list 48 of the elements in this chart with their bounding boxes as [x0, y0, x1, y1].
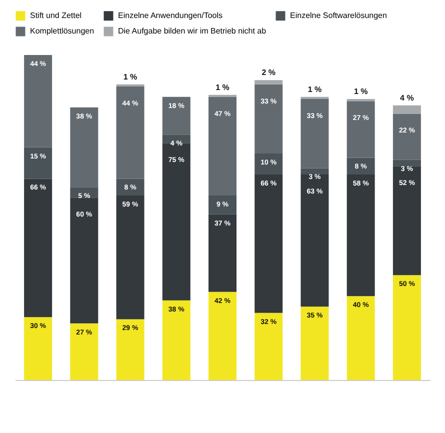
bar	[208, 214, 236, 292]
bar	[254, 174, 283, 313]
bar	[208, 195, 236, 214]
bar	[24, 55, 52, 148]
data-label: 1 %	[216, 82, 230, 92]
bar	[162, 96, 190, 135]
bar	[116, 195, 144, 320]
bar	[346, 101, 375, 158]
bar	[70, 323, 98, 380]
bar	[392, 114, 421, 160]
bar	[392, 166, 421, 276]
data-label: 4 %	[400, 93, 414, 102]
bar	[254, 312, 283, 380]
bar	[70, 198, 98, 324]
bar	[300, 174, 329, 307]
bar	[254, 84, 283, 154]
bar	[24, 147, 52, 179]
data-label: 2 %	[262, 68, 276, 78]
bar	[24, 317, 52, 380]
bar	[300, 99, 329, 168]
bar	[300, 306, 329, 380]
bar	[24, 178, 52, 318]
bar	[254, 154, 283, 175]
bar	[254, 80, 283, 84]
legend-label: Einzelne Softwarelösungen	[290, 10, 387, 20]
legend-label: Die Aufgabe bilden wir im Betrieb nicht ab	[118, 26, 267, 36]
legend-label: Stift und Zettel	[30, 10, 82, 20]
legend-label: Einzelne Anwendungen/Tools	[118, 10, 223, 20]
bar	[208, 96, 236, 196]
bar	[70, 107, 98, 188]
bar	[300, 168, 329, 175]
bar	[162, 300, 190, 380]
bar	[162, 134, 190, 144]
bar	[208, 292, 236, 380]
bar	[346, 158, 375, 175]
bar	[392, 105, 421, 114]
bar	[346, 296, 375, 380]
data-label: 1 %	[123, 72, 138, 82]
bar	[116, 86, 144, 179]
bar	[346, 174, 375, 296]
bar	[116, 319, 144, 380]
data-label: 1 %	[354, 87, 368, 96]
bar	[300, 96, 329, 100]
bar	[392, 160, 421, 166]
bar	[392, 275, 421, 380]
legend-label: Komplettlösungen	[30, 26, 94, 36]
data-label: 1 %	[308, 84, 322, 94]
bar	[116, 178, 144, 196]
